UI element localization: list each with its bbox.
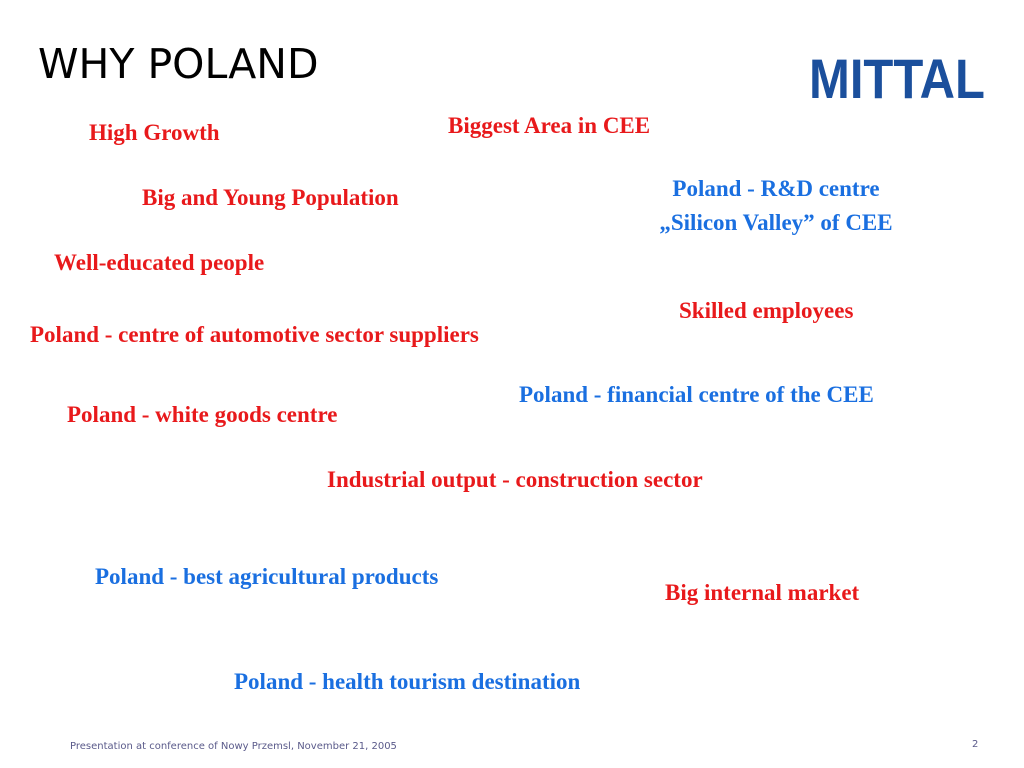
point-rd-centre: Poland - R&D centre — [672, 176, 880, 201]
point-rd-centre-block: Poland - R&D centre „Silicon Valley” of … — [626, 172, 926, 240]
slide-title: WHY POLAND — [38, 40, 319, 88]
point-biggest-area: Biggest Area in CEE — [448, 113, 651, 138]
point-health-tourism: Poland - health tourism destination — [234, 669, 581, 694]
point-well-educated: Well-educated people — [54, 250, 265, 275]
point-internal-market: Big internal market — [665, 580, 860, 605]
footer-text: Presentation at conference of Nowy Przem… — [70, 741, 397, 752]
mittal-logo: MITTAL — [809, 52, 985, 102]
point-industrial-output: Industrial output - construction sector — [327, 467, 703, 492]
point-financial-centre: Poland - financial centre of the CEE — [519, 382, 874, 407]
logo-text: MITTAL — [809, 52, 985, 102]
point-agricultural: Poland - best agricultural products — [95, 564, 439, 589]
point-population: Big and Young Population — [142, 185, 399, 210]
point-white-goods: Poland - white goods centre — [67, 402, 338, 427]
page-number: 2 — [972, 739, 979, 750]
point-skilled-employees: Skilled employees — [679, 298, 854, 323]
point-silicon-valley: „Silicon Valley” of CEE — [659, 210, 893, 235]
point-high-growth: High Growth — [89, 120, 220, 145]
point-automotive: Poland - centre of automotive sector sup… — [30, 322, 479, 347]
